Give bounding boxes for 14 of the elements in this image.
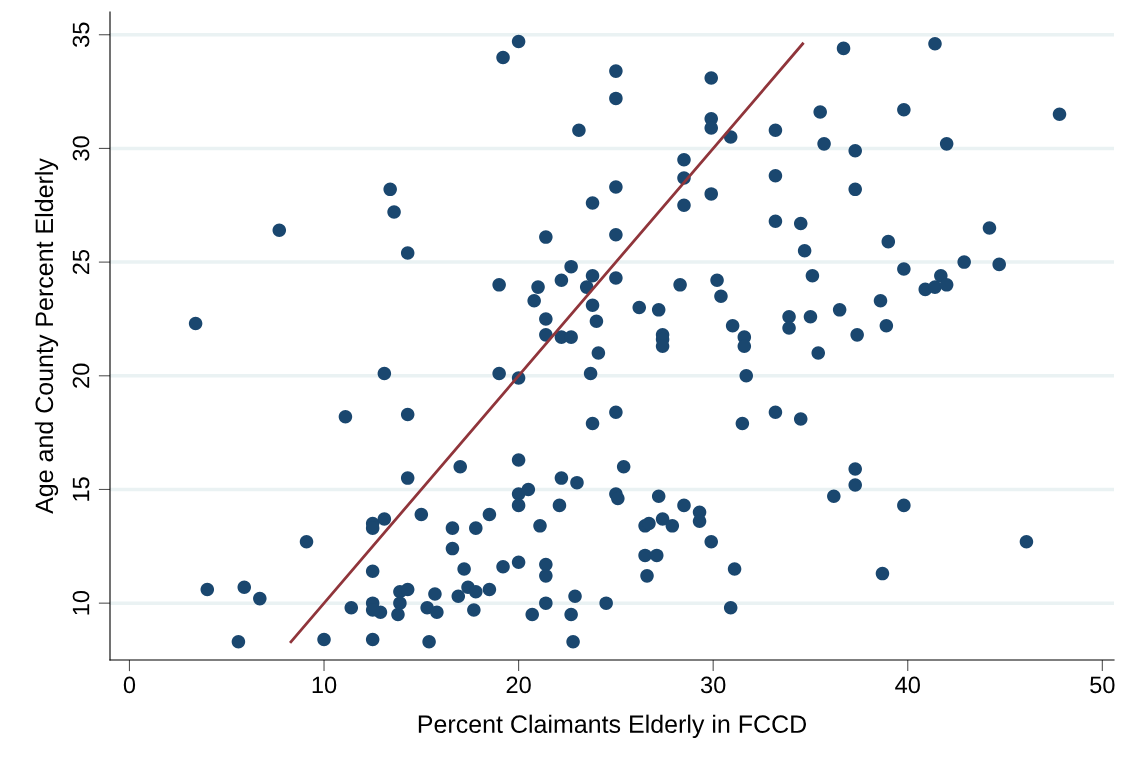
y-tick-label: 25 xyxy=(72,249,90,275)
x-tick-label: 20 xyxy=(506,676,531,694)
x-tick-label: 10 xyxy=(312,676,337,694)
x-tick-label: 50 xyxy=(1090,676,1115,694)
x-tick-label: 40 xyxy=(895,676,920,694)
y-tick-label: 35 xyxy=(72,22,90,47)
y-tick-label: 10 xyxy=(72,590,90,615)
x-axis-title: Percent Claimants Elderly in FCCD xyxy=(418,714,807,738)
y-axis-title: Age and County Percent Elderly xyxy=(34,158,59,514)
x-tick-label: 0 xyxy=(123,676,136,694)
x-tick-label: 30 xyxy=(700,676,726,694)
y-tick-label: 20 xyxy=(72,363,90,388)
y-tick-label: 15 xyxy=(72,477,90,501)
y-tick-label: 30 xyxy=(72,136,90,161)
